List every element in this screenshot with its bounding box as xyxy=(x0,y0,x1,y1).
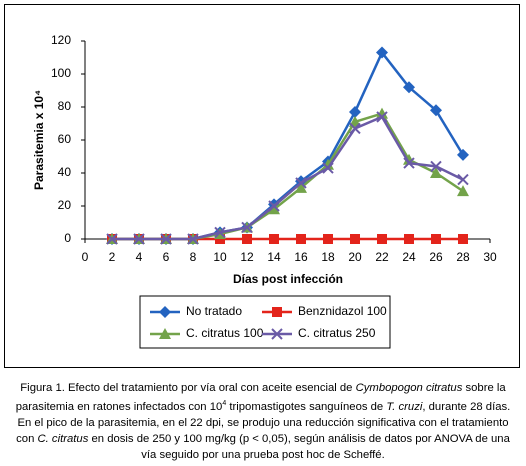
x-tick-label: 22 xyxy=(375,250,389,264)
point xyxy=(430,167,442,178)
x-tick-label: 2 xyxy=(109,250,116,264)
caption-text: C. citratus xyxy=(37,432,89,445)
point xyxy=(403,81,415,94)
point xyxy=(296,234,306,244)
point xyxy=(403,153,415,165)
point xyxy=(268,203,280,215)
point xyxy=(350,234,360,244)
x-tick-label: 12 xyxy=(240,250,254,264)
caption-text: sobre la xyxy=(462,382,506,394)
point xyxy=(457,173,469,186)
point xyxy=(349,105,361,118)
point xyxy=(349,122,361,135)
x-tick-label: 20 xyxy=(348,250,362,264)
y-tick-label: 40 xyxy=(58,165,72,179)
series-line xyxy=(112,115,464,241)
point xyxy=(269,234,279,244)
caption-text: con xyxy=(16,432,38,445)
point xyxy=(323,234,333,244)
x-tick-label: 4 xyxy=(136,250,143,264)
y-tick-label: 80 xyxy=(58,99,72,113)
legend-label: C. citratus 250 xyxy=(298,326,376,340)
point xyxy=(430,160,442,173)
x-tick-label: 24 xyxy=(402,250,416,264)
point xyxy=(241,221,253,234)
y-tick-label: 100 xyxy=(51,66,71,80)
caption-text: parasitemia en ratones infectados con 10 xyxy=(15,400,223,413)
x-tick-label: 30 xyxy=(483,250,497,264)
point xyxy=(457,148,469,161)
caption-text: En el pico de la parasitemia, en el 22 d… xyxy=(17,416,509,429)
point xyxy=(458,234,468,244)
x-tick-label: 10 xyxy=(213,250,227,264)
caption-text: Figura 1. Efecto del tratamiento por vía… xyxy=(20,382,356,394)
x-tick-label: 16 xyxy=(294,250,308,264)
caption-text: , durante 28 días. xyxy=(422,400,511,413)
chart: Parasitemia x 10⁴ Días post infección 0 2… xyxy=(32,33,497,349)
series-line xyxy=(112,51,465,241)
point xyxy=(431,234,441,244)
point xyxy=(430,104,442,117)
chart-frame xyxy=(4,4,520,368)
y-tick-label: 120 xyxy=(51,33,71,47)
legend-label: No tratado xyxy=(186,304,242,318)
point xyxy=(377,234,387,244)
point xyxy=(159,306,171,318)
series-line xyxy=(112,112,464,241)
point xyxy=(322,162,334,174)
x-tick-label: 14 xyxy=(267,250,281,264)
point xyxy=(271,328,283,340)
x-tick-label: 28 xyxy=(456,250,470,264)
point xyxy=(376,46,388,59)
x-tick-label: 26 xyxy=(429,250,443,264)
point xyxy=(457,185,469,197)
caption-text: 4 xyxy=(222,400,227,407)
x-tick-label: 18 xyxy=(321,250,335,264)
caption-text: Cymbopogon citratus xyxy=(355,382,463,394)
point xyxy=(214,226,226,239)
point xyxy=(159,328,171,339)
point xyxy=(268,200,280,212)
point xyxy=(133,233,145,245)
y-tick-label: 60 xyxy=(58,132,72,146)
point xyxy=(404,234,414,244)
point xyxy=(376,111,388,123)
legend-box xyxy=(139,295,391,349)
y-axis-label: Parasitemia x 10⁴ xyxy=(32,90,46,190)
x-tick-label: 6 xyxy=(163,250,170,264)
caption-text: tripomastigotes sanguíneos de xyxy=(226,400,387,413)
y-tick-label: 20 xyxy=(58,198,72,212)
y-tick-label: 0 xyxy=(64,231,71,245)
caption: Figura 1. Efecto del tratamiento por vía… xyxy=(4,380,522,463)
point xyxy=(106,233,118,245)
caption-text: vía seguido por una prueba post hoc de S… xyxy=(141,448,385,461)
point xyxy=(322,158,334,170)
point xyxy=(376,107,388,119)
caption-text: T. cruzi xyxy=(386,400,423,413)
caption-text: en dosis de 250 y 100 mg/kg (p < 0,05), … xyxy=(88,432,510,445)
point xyxy=(295,177,307,189)
point xyxy=(403,157,415,169)
x-tick-label: 0 xyxy=(82,250,89,264)
legend-label: Benznidazol 100 xyxy=(298,304,387,318)
legend-label: C. citratus 100 xyxy=(186,326,264,340)
point xyxy=(187,233,199,245)
point xyxy=(295,181,307,193)
point xyxy=(242,234,252,244)
point xyxy=(272,307,282,317)
x-tick-label: 8 xyxy=(190,250,197,264)
x-axis-label: Días post infección xyxy=(233,272,343,286)
point xyxy=(160,233,172,245)
